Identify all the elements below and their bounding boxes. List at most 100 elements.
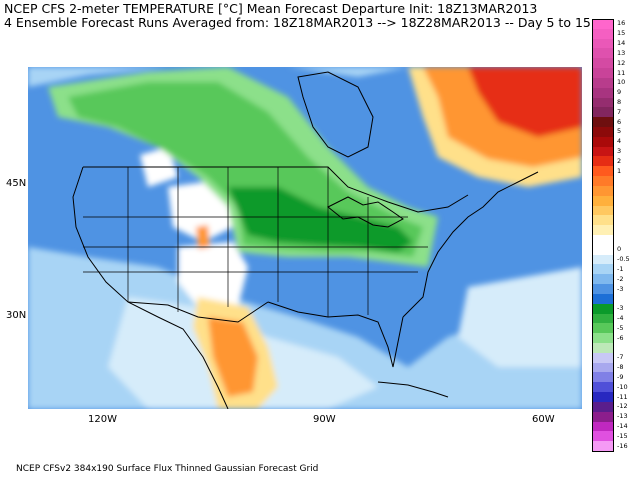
colorbar-label: 13 — [617, 48, 626, 57]
colorbar-label: 14 — [617, 39, 626, 48]
green-band-dark — [228, 187, 413, 252]
colorbar-label: -14 — [617, 421, 628, 430]
hudson-bay — [297, 71, 374, 158]
colorbar-label: -15 — [617, 431, 628, 440]
lon-label-120w: 120W — [88, 414, 117, 425]
colorbar-swatch — [592, 372, 613, 383]
colorbar-label: 6 — [617, 117, 622, 126]
warm-area-southwest-core — [208, 317, 258, 397]
colorbar-swatch — [592, 166, 613, 177]
colorbar-swatch — [592, 19, 613, 30]
colorbar-swatch — [592, 215, 613, 226]
state-lines — [83, 167, 428, 317]
colorbar-label: 8 — [617, 97, 622, 106]
colorbar-swatch — [592, 107, 613, 118]
colorbar-label: 4 — [617, 137, 622, 146]
colorbar-swatch — [592, 185, 613, 197]
colorbar-swatch — [592, 254, 613, 265]
colorbar-swatch — [592, 48, 613, 59]
lat-label-30n: 30N — [6, 310, 27, 321]
colorbar-label: -10 — [617, 382, 628, 391]
colorbar-label: -1 — [617, 264, 624, 273]
colorbar-swatch — [592, 77, 613, 89]
colorbar-label: 0 — [617, 245, 622, 254]
colorbar-swatch — [592, 58, 613, 69]
colorbar-label: -3 — [617, 304, 624, 313]
great-lakes — [327, 196, 404, 228]
pale-blue-area-east — [458, 267, 582, 367]
warm-area-red — [468, 67, 582, 137]
colorbar-label: 3 — [617, 147, 622, 156]
colorbar-label: -9 — [617, 372, 624, 381]
colorbar-label: 16 — [617, 19, 626, 28]
temperature-anomaly-map — [28, 67, 582, 409]
colorbar-swatch — [592, 264, 613, 275]
colorbar-swatch — [592, 28, 613, 40]
map-title-line1: NCEP CFS 2-meter TEMPERATURE [°C] Mean F… — [4, 1, 538, 16]
colorbar-swatch — [592, 284, 613, 295]
colorbar-swatch — [592, 136, 613, 148]
colorbar-swatch — [592, 362, 613, 373]
colorbar-label: -16 — [617, 441, 628, 450]
warm-spot-rockies — [196, 225, 210, 249]
colorbar-label: -0.5 — [617, 255, 630, 264]
colorbar-swatch — [592, 146, 613, 157]
colorbar-label: -6 — [617, 333, 624, 342]
colorbar-label: 12 — [617, 58, 626, 67]
colorbar-label: -12 — [617, 402, 628, 411]
colorbar-label: -7 — [617, 353, 624, 362]
colorbar-label: 15 — [617, 29, 626, 38]
colorbar-swatch — [592, 195, 613, 207]
coastline-gulf — [267, 301, 404, 368]
map-title-line2: 4 Ensemble Forecast Runs Averaged from: … — [4, 15, 591, 30]
colorbar-swatch — [592, 235, 613, 246]
us-mexico-border — [127, 301, 269, 323]
colorbar-swatch — [592, 244, 613, 256]
colorbar-swatch — [592, 274, 613, 285]
colorbar-swatch — [592, 333, 613, 344]
colorbar-swatch — [592, 68, 613, 79]
colorbar-swatch — [592, 392, 613, 403]
colorbar-swatch — [592, 38, 613, 49]
colorbar-label: -11 — [617, 392, 628, 401]
colorbar-label: 1 — [617, 166, 622, 175]
cuba-outline — [377, 381, 449, 398]
boundaries — [72, 71, 539, 409]
colorbar-swatch — [592, 431, 613, 442]
colorbar-swatch — [592, 303, 613, 315]
colorbar-swatch — [592, 401, 613, 413]
colorbar-swatch — [592, 176, 613, 187]
footer-note: NCEP CFSv2 384x190 Surface Flux Thinned … — [16, 464, 319, 474]
colorbar-swatch — [592, 343, 613, 354]
white-patch-great-basin — [178, 242, 248, 307]
lon-label-90w: 90W — [313, 414, 336, 425]
colorbar-swatch — [592, 87, 613, 99]
colorbar-frame — [592, 19, 614, 452]
colorbar-label: 11 — [617, 68, 626, 77]
colorbar-label: -8 — [617, 363, 624, 372]
colorbar-swatch — [592, 127, 613, 138]
colorbar-swatch — [592, 352, 613, 364]
colorbar-label: -3 — [617, 284, 624, 293]
colorbar-swatch — [592, 205, 613, 216]
colorbar-label: 5 — [617, 127, 622, 136]
colorbar-label: -2 — [617, 274, 624, 283]
colorbar — [592, 19, 614, 452]
colorbar-swatch — [592, 117, 613, 128]
colorbar-label: 2 — [617, 156, 622, 165]
colorbar-label: 9 — [617, 88, 622, 97]
colorbar-swatch — [592, 411, 613, 423]
colorbar-swatch — [592, 441, 613, 452]
colorbar-label: 10 — [617, 78, 626, 87]
lat-label-45n: 45N — [6, 178, 27, 189]
map-canvas — [28, 67, 582, 409]
lon-label-60w: 60W — [532, 414, 555, 425]
coastline-east — [402, 171, 539, 318]
colorbar-swatch — [592, 382, 613, 393]
colorbar-label: -4 — [617, 313, 624, 322]
colorbar-label: 7 — [617, 107, 622, 116]
colorbar-swatch — [592, 323, 613, 334]
colorbar-swatch — [592, 421, 613, 432]
colorbar-label: -5 — [617, 323, 624, 332]
colorbar-swatch — [592, 225, 613, 236]
